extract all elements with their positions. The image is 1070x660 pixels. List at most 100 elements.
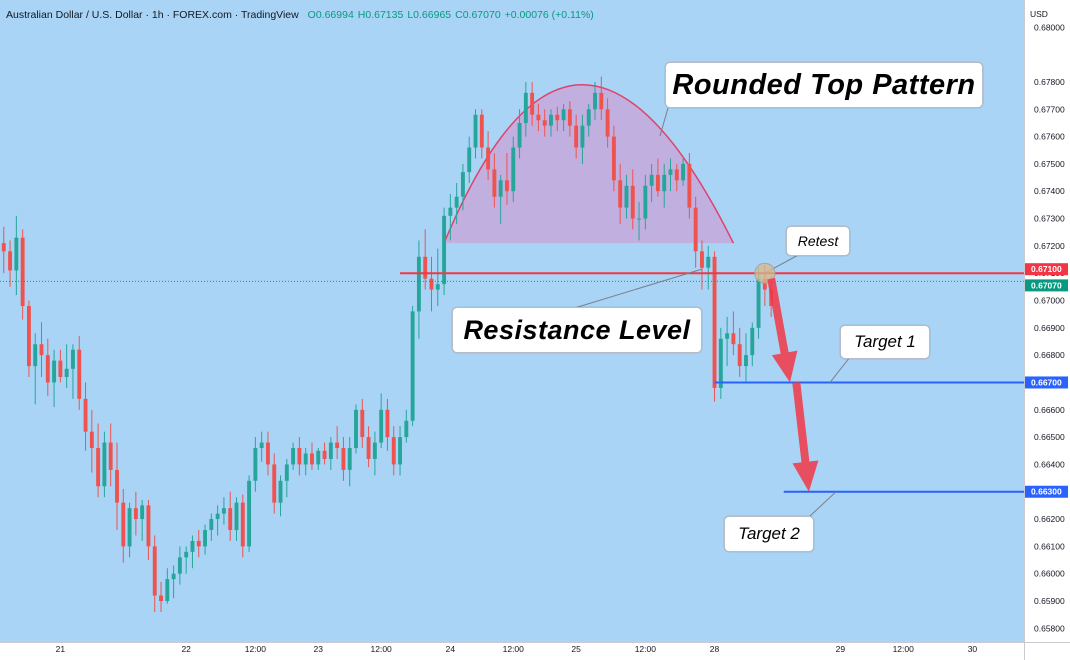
candle [77, 336, 82, 410]
candle-body [718, 338, 723, 388]
high-value: H0.67135 [357, 9, 404, 21]
candle-body [215, 513, 220, 520]
candle [184, 546, 189, 574]
candle [121, 489, 126, 563]
price-tick-label: 0.65900 [1034, 596, 1065, 606]
price-badge-label: 0.67100 [1031, 264, 1062, 274]
candle-body [586, 109, 591, 126]
candle [39, 322, 44, 378]
currency-label: USD [1030, 9, 1048, 19]
candle [20, 229, 25, 320]
resistance-callout[interactable]: Resistance Level [452, 307, 702, 353]
candle [133, 491, 138, 536]
candle [605, 98, 610, 148]
candle [611, 125, 616, 192]
candle [662, 163, 667, 208]
target-1-callout[interactable]: Target 1 [840, 325, 930, 359]
price-tick-label: 0.67400 [1034, 186, 1065, 196]
candle [423, 229, 428, 290]
symbol-title[interactable]: Australian Dollar / U.S. Dollar · 1h · F… [6, 9, 299, 21]
candle [83, 382, 88, 451]
candle-body [354, 409, 358, 449]
price-tick-label: 0.67200 [1034, 241, 1065, 251]
time-axis[interactable]: 21 22 12:00 23 12:00 24 12:00 25 12:00 28 29 12:00 3… [56, 644, 978, 654]
candle-body [454, 196, 459, 208]
candle-body [530, 92, 535, 115]
candle [385, 398, 390, 451]
price-tick-label: 0.66200 [1034, 514, 1065, 524]
candle [354, 404, 358, 454]
candle [561, 103, 566, 132]
candle-body [681, 163, 686, 181]
candle-body [674, 169, 679, 181]
candle-body [498, 180, 503, 197]
candle [511, 136, 516, 203]
time-tick-label: 12:00 [245, 644, 267, 654]
close-value: C0.67070 [455, 9, 501, 21]
candle [259, 431, 264, 462]
candle-body [637, 218, 642, 220]
price-axis[interactable]: 0.65800 0.65900 0.66000 0.66100 0.66200 0.663… [1034, 22, 1065, 633]
candle-body [165, 579, 170, 602]
candle-body [372, 442, 377, 459]
candle-body [77, 349, 82, 399]
candle [700, 240, 704, 290]
candle [593, 81, 597, 121]
horizontal-lines [0, 107, 1024, 517]
candle [347, 437, 352, 487]
candle-body [89, 431, 94, 449]
candle [26, 300, 31, 378]
candle-body [310, 453, 314, 465]
retest-callout[interactable]: Retest [786, 226, 850, 256]
price-badge-label: 0.66300 [1031, 487, 1062, 497]
candle [52, 349, 57, 408]
candle-body [234, 502, 239, 530]
candle-body [278, 480, 283, 503]
candle-body [360, 409, 365, 438]
candle [328, 437, 333, 470]
candle-body [171, 573, 176, 580]
candle-body [8, 251, 13, 271]
candle-body [649, 174, 654, 186]
candle-body [379, 409, 384, 443]
candle-body [115, 469, 119, 503]
candle [240, 494, 245, 558]
candle [467, 136, 472, 184]
candle-body [209, 519, 214, 530]
candle [718, 327, 723, 399]
candle-body [404, 420, 409, 438]
candle [58, 349, 63, 383]
candle-body [366, 437, 371, 459]
price-badge-resistance: 0.67100 [1025, 263, 1068, 276]
rounded-top-callout[interactable]: Rounded Top Pattern [665, 62, 983, 108]
resistance-pointer [567, 268, 703, 311]
candle-body [618, 180, 623, 208]
candle-body [662, 174, 667, 192]
candle-body [240, 502, 245, 547]
time-tick-label: 30 [968, 644, 978, 654]
candle [360, 398, 365, 449]
candle [725, 316, 730, 367]
chart-header: Australian Dollar / U.S. Dollar · 1h · F… [6, 9, 598, 21]
ohlc-legend: O0.66994 H0.67135 L0.66965 C0.67070 +0.00076… [308, 9, 598, 21]
target-arrows [767, 277, 819, 492]
candle [266, 431, 270, 476]
candle-body [39, 344, 44, 356]
candle-body [33, 344, 38, 367]
candle-body [221, 508, 226, 514]
candle [731, 311, 736, 356]
candle [737, 327, 742, 378]
target-2-callout[interactable]: Target 2 [724, 516, 814, 552]
candle [536, 103, 541, 132]
candle [159, 581, 163, 612]
candle [599, 76, 604, 121]
candle [33, 333, 38, 405]
candle [146, 499, 151, 561]
candle [693, 196, 698, 268]
price-badge-bg [1025, 485, 1068, 498]
candle-body [303, 453, 308, 465]
candle-body [630, 185, 635, 219]
candle [410, 305, 415, 427]
candle-body [580, 125, 585, 148]
